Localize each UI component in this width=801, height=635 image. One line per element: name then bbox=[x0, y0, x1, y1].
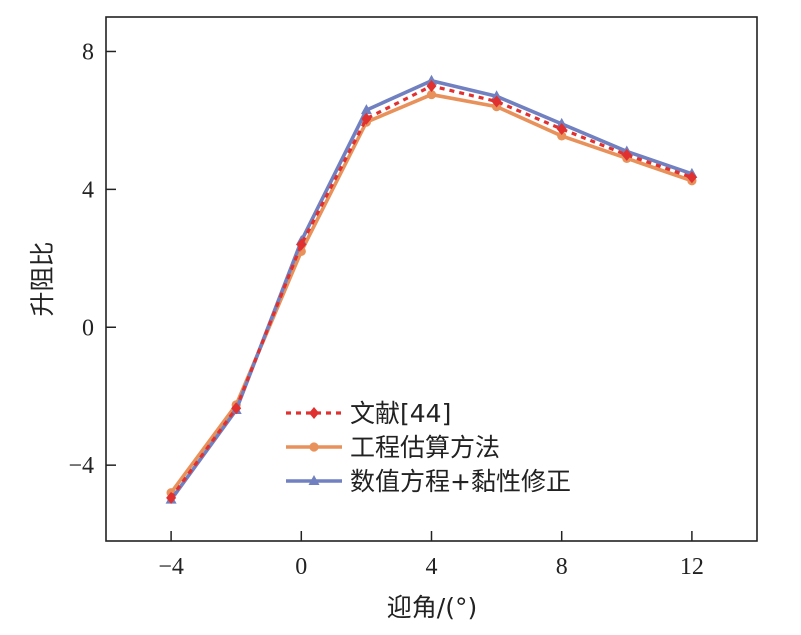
legend-label: 文献[44] bbox=[350, 399, 451, 428]
x-tick-label: 12 bbox=[680, 554, 704, 580]
legend-item: 数值方程+黏性修正 bbox=[286, 467, 571, 496]
data-point bbox=[231, 402, 242, 415]
legend-item: 工程估算方法 bbox=[286, 433, 500, 462]
data-point bbox=[426, 89, 437, 100]
y-axis-title: 升阻比 bbox=[28, 241, 57, 316]
series-layer bbox=[165, 74, 698, 504]
data-point bbox=[426, 79, 437, 92]
data-point bbox=[491, 95, 502, 108]
legend-marker bbox=[308, 475, 320, 485]
data-point bbox=[360, 104, 372, 115]
data-point bbox=[426, 74, 437, 85]
data-point bbox=[556, 123, 567, 136]
data-point bbox=[361, 112, 372, 125]
x-tick-label: 8 bbox=[556, 554, 568, 580]
x-axis-title: 迎角/(°) bbox=[387, 593, 477, 622]
data-point bbox=[621, 148, 632, 161]
data-point bbox=[491, 90, 503, 101]
legend-label: 数值方程+黏性修正 bbox=[350, 467, 571, 496]
legend-label: 工程估算方法 bbox=[350, 433, 500, 462]
data-point bbox=[557, 131, 567, 141]
data-point bbox=[686, 171, 697, 184]
legend-marker bbox=[309, 407, 319, 419]
data-point bbox=[296, 238, 307, 251]
data-point bbox=[166, 491, 177, 504]
y-tick-label: 0 bbox=[82, 315, 94, 341]
x-tick-label: 0 bbox=[295, 554, 307, 580]
x-tick-label: −4 bbox=[158, 554, 184, 580]
data-point bbox=[556, 117, 568, 128]
y-tick-label: 8 bbox=[82, 39, 94, 65]
y-tick-label: −4 bbox=[68, 453, 94, 479]
axis-ticks: −4 0 4 8 12 −4 0 4 8 bbox=[68, 39, 703, 580]
x-tick-label: 4 bbox=[426, 554, 438, 580]
legend-marker bbox=[309, 442, 319, 452]
y-tick-label: 4 bbox=[82, 177, 94, 203]
legend-item: 文献[44] bbox=[286, 399, 451, 428]
series-diamond bbox=[166, 79, 697, 504]
